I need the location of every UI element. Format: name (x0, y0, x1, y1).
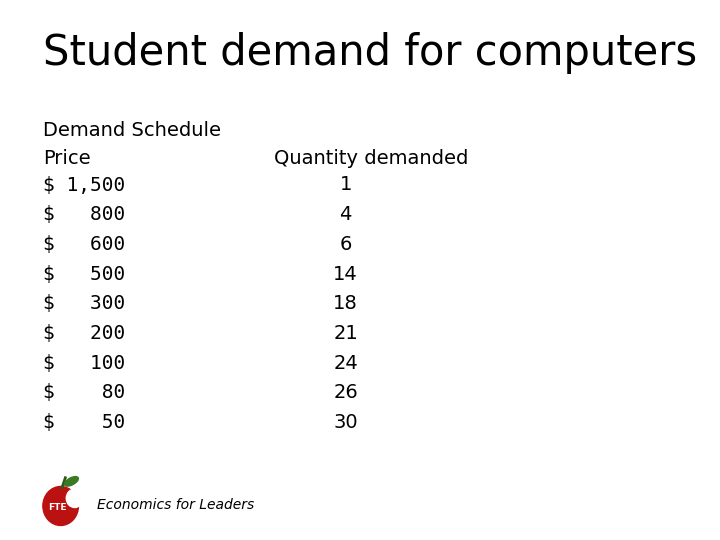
Text: FTE: FTE (48, 503, 67, 511)
Text: $    50: $ 50 (43, 413, 125, 432)
Text: Price: Price (43, 148, 91, 167)
Text: $   500: $ 500 (43, 265, 125, 284)
Text: $   800: $ 800 (43, 205, 125, 224)
Text: 4: 4 (339, 205, 352, 224)
Circle shape (43, 487, 78, 525)
Circle shape (66, 489, 83, 508)
Text: 26: 26 (333, 383, 358, 402)
Text: $ 1,500: $ 1,500 (43, 176, 125, 194)
Text: Quantity demanded: Quantity demanded (274, 148, 468, 167)
Text: 24: 24 (333, 354, 358, 373)
Text: 18: 18 (333, 294, 358, 313)
Text: $   300: $ 300 (43, 294, 125, 313)
Text: $    80: $ 80 (43, 383, 125, 402)
Text: Demand Schedule: Demand Schedule (43, 122, 221, 140)
Text: Economics for Leaders: Economics for Leaders (97, 498, 254, 512)
Text: $   600: $ 600 (43, 235, 125, 254)
Text: 14: 14 (333, 265, 358, 284)
Text: 1: 1 (339, 176, 352, 194)
Text: 21: 21 (333, 324, 358, 343)
Text: Student demand for computers: Student demand for computers (43, 32, 698, 75)
Text: 6: 6 (339, 235, 352, 254)
Ellipse shape (65, 477, 78, 486)
Text: $   200: $ 200 (43, 324, 125, 343)
Text: $   100: $ 100 (43, 354, 125, 373)
Text: 30: 30 (333, 413, 358, 432)
